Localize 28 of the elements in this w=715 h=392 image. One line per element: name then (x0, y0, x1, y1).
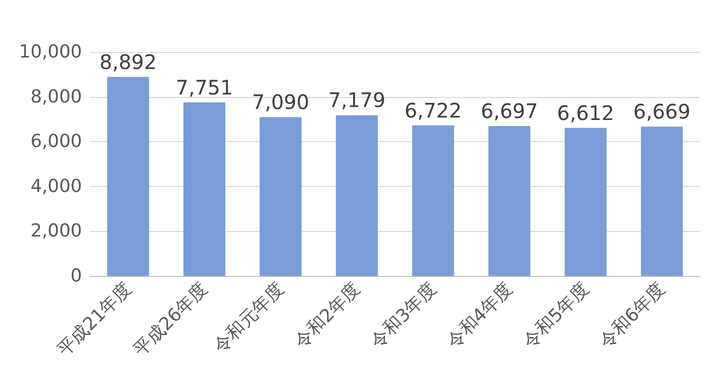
y-tick-label: 4,000 (30, 176, 82, 197)
y-tick-label: 0 (70, 266, 82, 286)
bar (336, 115, 378, 276)
bar (107, 76, 150, 276)
y-tick-label: 6,000 (30, 131, 82, 152)
x-tick-label: 令和3年度 (366, 278, 441, 352)
x-tick-label: 令和5年度 (519, 278, 594, 352)
data-label: 6,697 (480, 98, 538, 123)
bar (564, 128, 607, 276)
x-tick-label: 令和4年度 (442, 278, 517, 352)
y-tick-label: 2,000 (30, 220, 82, 242)
data-label: 6,612 (556, 100, 614, 125)
bar (640, 126, 683, 276)
bar (412, 125, 454, 276)
y-tick-label: 10,000 (19, 42, 82, 62)
data-label: 6,669 (633, 100, 691, 124)
data-label: 8,892 (99, 50, 157, 74)
x-tick-label: 令和元年度 (210, 278, 288, 358)
data-label: 6,722 (404, 98, 462, 122)
data-label: 7,179 (328, 88, 386, 112)
bar (488, 126, 530, 276)
data-label: 7,090 (252, 90, 310, 114)
bar (183, 102, 226, 276)
x-tick-label: 令和6年度 (595, 278, 670, 352)
y-tick-label: 8,000 (30, 86, 82, 108)
data-label: 7,751 (176, 75, 234, 100)
bar (260, 117, 302, 276)
x-tick-label: 令和2年度 (290, 278, 364, 352)
